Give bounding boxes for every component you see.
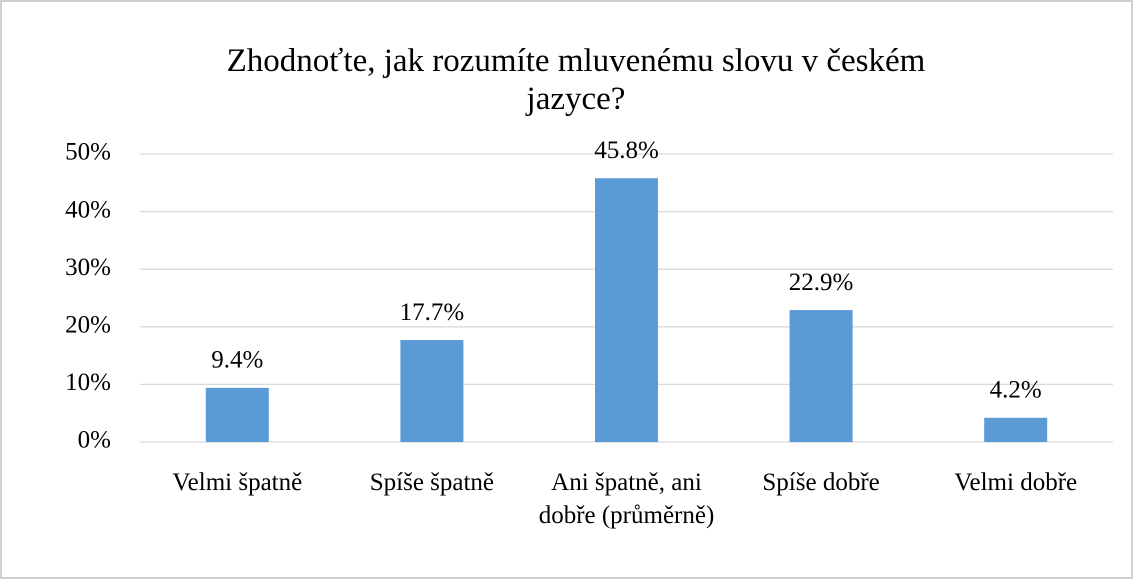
x-tick-label: Ani špatně, ani dobře (průměrně) bbox=[538, 469, 715, 529]
y-tick-label: 10% bbox=[65, 369, 111, 396]
bar bbox=[595, 178, 658, 442]
bar bbox=[205, 387, 269, 442]
y-tick-label: 50% bbox=[65, 139, 111, 166]
y-tick-label: 20% bbox=[65, 312, 111, 339]
y-tick-label: 40% bbox=[65, 196, 111, 223]
x-tick-label: Spíše dobře bbox=[762, 469, 880, 496]
data-label: 22.9% bbox=[789, 269, 854, 296]
x-tick-label: Velmi špatně bbox=[172, 469, 303, 496]
bar bbox=[400, 340, 464, 442]
data-label: 4.2% bbox=[990, 377, 1042, 404]
bar bbox=[984, 417, 1048, 442]
bar bbox=[789, 310, 853, 442]
chart-title: Zhodnoťte, jak rozumíte mluvenému slovu … bbox=[226, 43, 926, 117]
x-tick-label: Velmi dobře bbox=[954, 469, 1078, 496]
y-tick-label: 30% bbox=[65, 254, 111, 281]
y-tick-label: 0% bbox=[78, 427, 111, 454]
x-tick-label: Spíše špatně bbox=[369, 469, 495, 496]
data-label: 45.8% bbox=[594, 137, 659, 164]
data-label: 17.7% bbox=[400, 299, 465, 326]
data-label: 9.4% bbox=[211, 347, 263, 374]
